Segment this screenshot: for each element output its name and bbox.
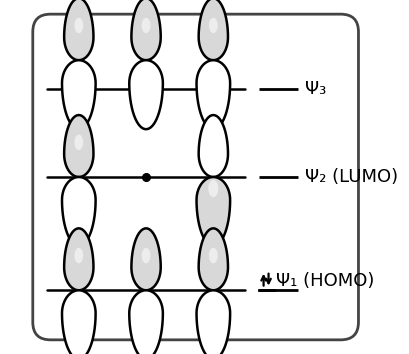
Polygon shape bbox=[198, 228, 227, 290]
Polygon shape bbox=[142, 248, 150, 263]
Text: Ψ₂ (LUMO): Ψ₂ (LUMO) bbox=[305, 168, 398, 186]
Polygon shape bbox=[129, 60, 162, 129]
Polygon shape bbox=[64, 115, 93, 177]
Polygon shape bbox=[209, 248, 217, 263]
Polygon shape bbox=[62, 177, 95, 246]
Polygon shape bbox=[62, 60, 95, 129]
Polygon shape bbox=[64, 228, 93, 290]
Polygon shape bbox=[198, 115, 227, 177]
Polygon shape bbox=[209, 18, 217, 33]
Polygon shape bbox=[74, 135, 83, 150]
Polygon shape bbox=[129, 290, 162, 354]
Polygon shape bbox=[198, 0, 227, 60]
Polygon shape bbox=[208, 180, 218, 197]
Polygon shape bbox=[64, 0, 93, 60]
Polygon shape bbox=[142, 18, 150, 33]
Text: Ψ₁ (HOMO): Ψ₁ (HOMO) bbox=[276, 273, 374, 290]
Polygon shape bbox=[74, 248, 83, 263]
Polygon shape bbox=[62, 290, 95, 354]
Polygon shape bbox=[131, 228, 160, 290]
FancyBboxPatch shape bbox=[33, 14, 357, 340]
Polygon shape bbox=[196, 177, 229, 246]
Polygon shape bbox=[131, 0, 160, 60]
Text: Ψ₃: Ψ₃ bbox=[305, 80, 326, 97]
Polygon shape bbox=[196, 60, 229, 129]
Polygon shape bbox=[196, 290, 229, 354]
Polygon shape bbox=[74, 18, 83, 33]
